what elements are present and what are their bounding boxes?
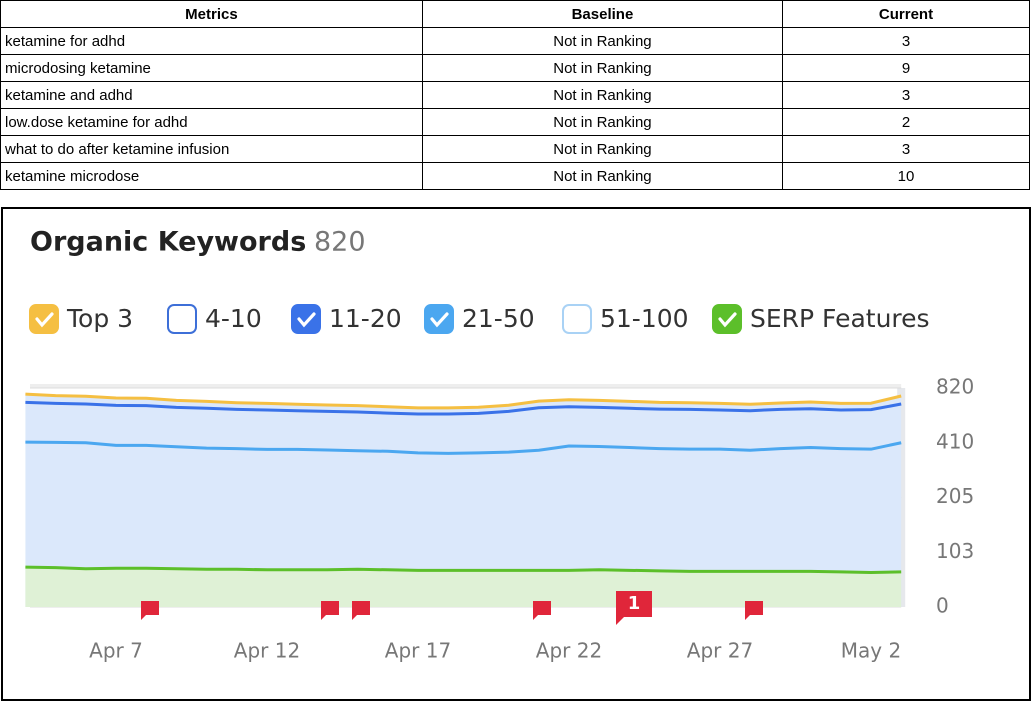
legend-checkbox[interactable] bbox=[167, 304, 197, 334]
table-cell: ketamine microdose bbox=[0, 162, 423, 190]
x-tick-label: Apr 12 bbox=[234, 639, 300, 663]
event-flag bbox=[533, 601, 551, 620]
x-tick-label: Apr 7 bbox=[89, 639, 143, 663]
table-row: low.dose ketamine for adhd Not in Ranking… bbox=[0, 108, 1030, 136]
table-cell: Not in Ranking bbox=[421, 81, 784, 109]
legend-checkbox[interactable] bbox=[562, 304, 592, 334]
legend-label: Top 3 bbox=[66, 304, 133, 333]
keyword-total: 820 bbox=[314, 227, 366, 258]
table-cell: 3 bbox=[782, 27, 1030, 55]
table-cell: 2 bbox=[782, 108, 1030, 136]
legend-checkbox[interactable] bbox=[712, 304, 742, 334]
table-row: what to do after ketamine infusion Not in… bbox=[0, 135, 1030, 163]
table-cell: Not in Ranking bbox=[421, 27, 784, 55]
legend-label: SERP Features bbox=[750, 304, 930, 333]
table-cell: microdosing ketamine bbox=[0, 54, 423, 82]
table-cell: 10 bbox=[782, 162, 1030, 190]
y-tick-label: 820 bbox=[936, 375, 974, 399]
chart-frame bbox=[1, 207, 1031, 701]
plot-top-band bbox=[30, 384, 902, 388]
check-mark bbox=[297, 312, 316, 328]
event-flag-big bbox=[616, 591, 652, 625]
event-flag bbox=[352, 601, 370, 620]
x-tick-label: Apr 27 bbox=[687, 639, 753, 663]
legend-checkbox[interactable] bbox=[291, 304, 321, 334]
event-count: 1 bbox=[628, 593, 641, 614]
chart-title: Organic Keywords bbox=[30, 227, 306, 258]
table-row: ketamine for adhd Not in Ranking 3 bbox=[0, 27, 1030, 55]
series-line bbox=[25, 400, 902, 416]
legend-label: 4-10 bbox=[205, 304, 262, 333]
serp-area bbox=[25, 567, 902, 607]
series-line bbox=[25, 440, 902, 455]
table-cell: Not in Ranking bbox=[421, 54, 784, 82]
table-cell: ketamine for adhd bbox=[0, 27, 423, 55]
table-row: ketamine microdose Not in Ranking 10 bbox=[0, 162, 1030, 190]
ranking-table: Metrics Baseline Current ketamine for adhd N… bbox=[0, 0, 1030, 190]
column-header: Metrics bbox=[0, 0, 423, 28]
legend-label: 21-50 bbox=[462, 304, 535, 333]
event-flag bbox=[745, 601, 763, 620]
event-flag bbox=[141, 601, 159, 620]
x-tick-label: May 2 bbox=[841, 639, 901, 663]
x-tick-label: Apr 22 bbox=[536, 639, 602, 663]
event-flag bbox=[321, 601, 339, 620]
table-cell: Not in Ranking bbox=[421, 108, 784, 136]
column-header: Baseline bbox=[421, 0, 784, 28]
legend-checkbox[interactable] bbox=[424, 304, 454, 334]
legend-label: 11-20 bbox=[329, 304, 402, 333]
legend-label: 51-100 bbox=[600, 304, 689, 333]
y-tick-label: 103 bbox=[936, 539, 974, 563]
series-line bbox=[25, 565, 902, 574]
table-row: ketamine and adhd Not in Ranking 3 bbox=[0, 81, 1030, 109]
check-mark bbox=[35, 312, 54, 328]
legend-checkbox[interactable] bbox=[29, 304, 59, 334]
table-cell: low.dose ketamine for adhd bbox=[0, 108, 423, 136]
y-tick-label: 205 bbox=[936, 484, 974, 508]
y-tick-label: 0 bbox=[936, 594, 949, 618]
table-cell: what to do after ketamine infusion bbox=[0, 135, 423, 163]
y-tick-label: 410 bbox=[936, 429, 974, 453]
table-cell: Not in Ranking bbox=[421, 135, 784, 163]
check-mark bbox=[718, 312, 737, 328]
x-tick-label: Apr 17 bbox=[385, 639, 451, 663]
table-row: microdosing ketamine Not in Ranking 9 bbox=[0, 54, 1030, 82]
series-line bbox=[25, 392, 902, 410]
table-cell: Not in Ranking bbox=[421, 162, 784, 190]
check-mark bbox=[430, 312, 449, 328]
